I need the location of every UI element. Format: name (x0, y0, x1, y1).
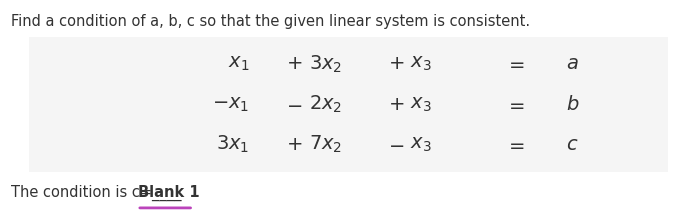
FancyBboxPatch shape (29, 37, 668, 172)
Text: $+$: $+$ (388, 54, 405, 74)
Text: $=$: $=$ (505, 135, 525, 154)
Text: $+$: $+$ (286, 54, 302, 74)
Text: $-$: $-$ (286, 95, 302, 114)
Text: $7x_2$: $7x_2$ (309, 134, 342, 155)
Text: $=$: $=$ (505, 54, 525, 74)
Text: Find a condition of a, b, c so that the given linear system is consistent.: Find a condition of a, b, c so that the … (11, 14, 530, 29)
Text: $a$: $a$ (566, 54, 579, 74)
Text: $x_3$: $x_3$ (410, 95, 431, 114)
Text: $x_1$: $x_1$ (228, 54, 250, 74)
Text: .: . (192, 186, 197, 200)
Text: $-x_1$: $-x_1$ (212, 95, 250, 114)
Text: $x_3$: $x_3$ (410, 54, 431, 74)
Text: $3x_1$: $3x_1$ (216, 134, 250, 155)
Text: $2x_2$: $2x_2$ (309, 94, 342, 115)
Text: $-$: $-$ (388, 135, 405, 154)
Text: Blank 1: Blank 1 (139, 186, 200, 200)
Text: $b$: $b$ (566, 95, 579, 114)
Text: $3x_2$: $3x_2$ (309, 53, 342, 75)
Text: $c$: $c$ (566, 135, 579, 154)
Text: $x_3$: $x_3$ (410, 135, 431, 154)
Text: The condition is c=____: The condition is c=____ (11, 185, 182, 201)
Text: $+$: $+$ (388, 95, 405, 114)
Text: $=$: $=$ (505, 95, 525, 114)
Text: $+$: $+$ (286, 135, 302, 154)
